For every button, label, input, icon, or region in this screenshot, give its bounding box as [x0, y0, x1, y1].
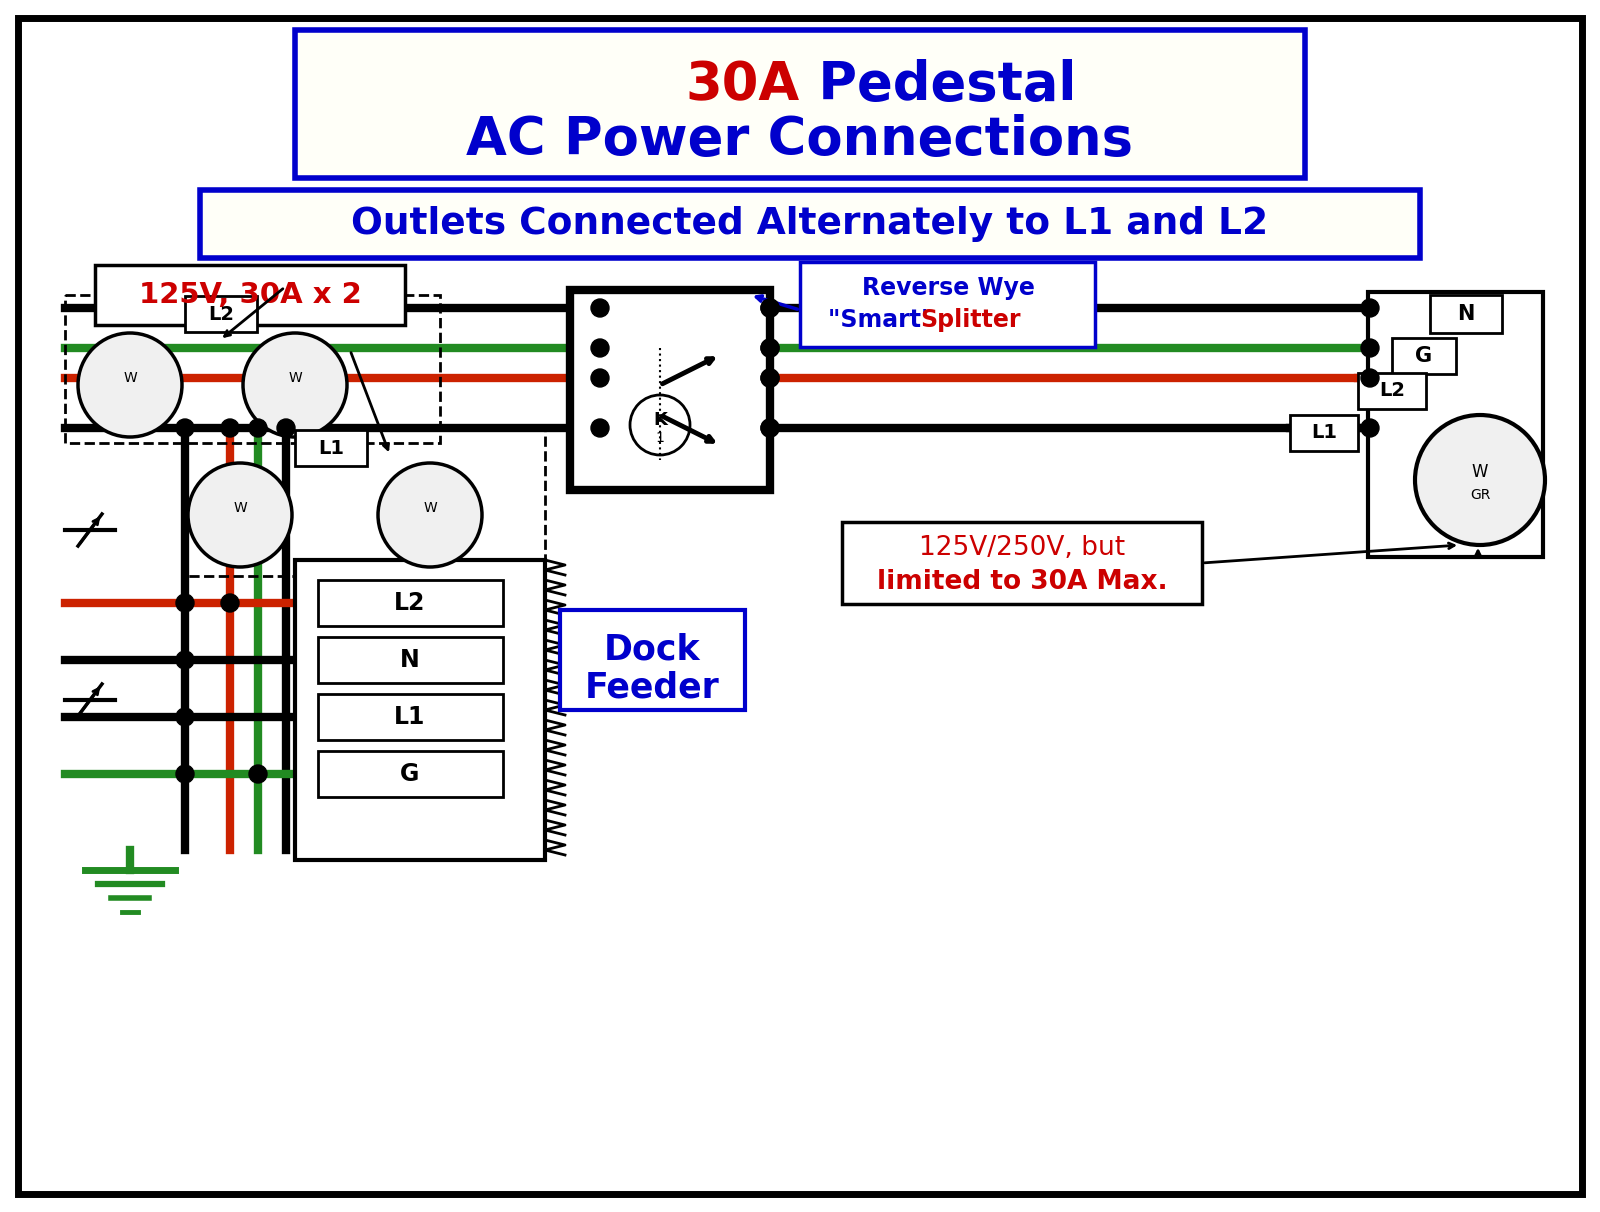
Circle shape — [250, 419, 267, 438]
Circle shape — [176, 419, 194, 438]
Circle shape — [590, 419, 610, 438]
Text: "Smart': "Smart' — [829, 308, 936, 332]
Circle shape — [78, 333, 182, 438]
Polygon shape — [1368, 292, 1542, 558]
Polygon shape — [294, 30, 1306, 178]
Polygon shape — [294, 560, 546, 861]
Polygon shape — [200, 190, 1421, 258]
Text: Reverse Wye: Reverse Wye — [861, 276, 1035, 301]
Circle shape — [630, 395, 690, 454]
Circle shape — [1414, 415, 1546, 545]
Circle shape — [1362, 419, 1379, 438]
Text: W: W — [288, 371, 302, 385]
Polygon shape — [800, 262, 1094, 347]
Text: L2: L2 — [1379, 382, 1405, 400]
Circle shape — [590, 368, 610, 387]
Polygon shape — [842, 522, 1202, 604]
Circle shape — [1362, 368, 1379, 387]
Circle shape — [1362, 339, 1379, 358]
Text: G: G — [1416, 345, 1432, 366]
Text: L1: L1 — [394, 705, 426, 728]
Circle shape — [762, 368, 779, 387]
Polygon shape — [1358, 373, 1426, 408]
Polygon shape — [570, 290, 770, 490]
Polygon shape — [318, 751, 502, 797]
Polygon shape — [318, 694, 502, 741]
Circle shape — [176, 708, 194, 726]
Polygon shape — [560, 610, 746, 710]
Polygon shape — [94, 265, 405, 325]
Circle shape — [762, 299, 779, 318]
Text: 1: 1 — [656, 431, 664, 445]
Polygon shape — [294, 430, 366, 465]
Polygon shape — [318, 581, 502, 627]
Circle shape — [762, 419, 779, 438]
Circle shape — [378, 463, 482, 567]
Text: K: K — [653, 411, 667, 429]
Text: W: W — [1472, 463, 1488, 481]
Circle shape — [590, 299, 610, 318]
Circle shape — [221, 594, 238, 612]
Text: L1: L1 — [1310, 423, 1338, 442]
Circle shape — [762, 299, 779, 318]
Text: GR: GR — [1470, 488, 1490, 502]
Circle shape — [189, 463, 291, 567]
Text: Dock: Dock — [603, 633, 701, 667]
Circle shape — [762, 339, 779, 358]
Circle shape — [221, 419, 238, 438]
Polygon shape — [1290, 415, 1358, 451]
Text: L2: L2 — [394, 591, 426, 614]
Text: W: W — [234, 501, 246, 515]
Circle shape — [277, 419, 294, 438]
Circle shape — [762, 368, 779, 387]
Text: W: W — [123, 371, 138, 385]
Circle shape — [243, 333, 347, 438]
Polygon shape — [318, 638, 502, 684]
Text: W: W — [422, 501, 437, 515]
Text: AC Power Connections: AC Power Connections — [467, 114, 1133, 166]
Text: Outlets Connected Alternately to L1 and L2: Outlets Connected Alternately to L1 and … — [352, 206, 1269, 242]
Circle shape — [176, 651, 194, 669]
Text: 30A: 30A — [686, 59, 800, 112]
Text: 125V, 30A x 2: 125V, 30A x 2 — [139, 281, 362, 309]
Text: Pedestal: Pedestal — [800, 59, 1077, 112]
Circle shape — [590, 339, 610, 358]
Circle shape — [176, 594, 194, 612]
Text: G: G — [400, 762, 419, 787]
Polygon shape — [1392, 338, 1456, 375]
Polygon shape — [186, 296, 258, 332]
Text: Feeder: Feeder — [584, 671, 720, 705]
Circle shape — [1362, 299, 1379, 318]
Text: 125V/250V, but: 125V/250V, but — [918, 534, 1125, 561]
Circle shape — [762, 339, 779, 358]
Text: Splitter: Splitter — [920, 308, 1021, 332]
Text: limited to 30A Max.: limited to 30A Max. — [877, 568, 1168, 595]
Circle shape — [176, 765, 194, 783]
Text: L2: L2 — [208, 304, 234, 324]
Polygon shape — [1430, 295, 1502, 333]
Circle shape — [250, 765, 267, 783]
Circle shape — [762, 419, 779, 438]
Text: N: N — [1458, 304, 1475, 324]
Text: N: N — [400, 648, 419, 671]
Text: L1: L1 — [318, 439, 344, 457]
